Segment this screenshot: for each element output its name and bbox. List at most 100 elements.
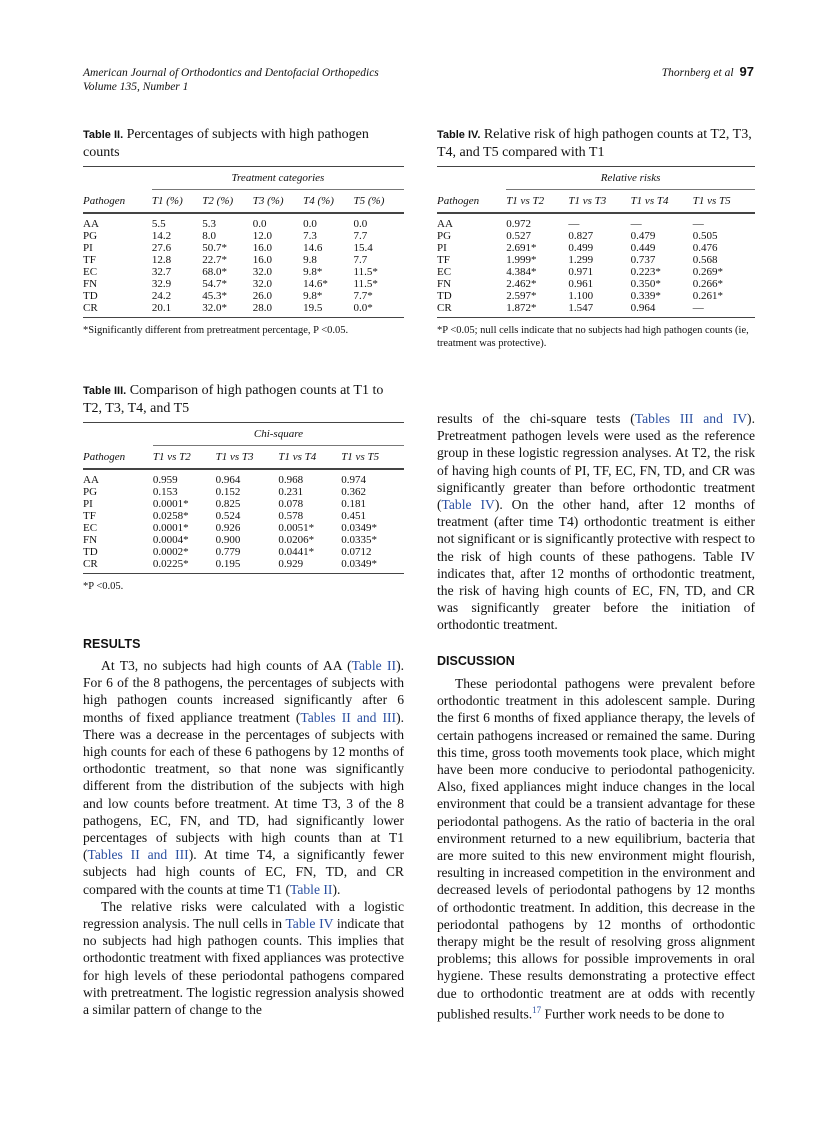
table-cell: 0.476 (692, 242, 718, 254)
table-cell: 4.384* (506, 266, 537, 278)
table-cell: 9.8* (303, 266, 323, 278)
table-cell: 0.0001* (152, 498, 189, 510)
table-cell: 14.2 (151, 230, 172, 242)
text-run: indicate that no subjects had high patho… (83, 916, 404, 1018)
column-header: Pathogen (437, 189, 507, 214)
table-cell: 0.0349* (341, 558, 404, 574)
table-row: FN 2.462* 0.961 0.350* 0.266* (437, 278, 755, 290)
column-header: T1 vs T4 (278, 445, 342, 470)
table-row: TF 12.8 22.7* 16.0 9.8 7.7 (83, 254, 404, 266)
table-cell: EC (83, 522, 98, 534)
table-reference-link[interactable]: Tables II and III (87, 847, 189, 863)
table-cell: — (568, 218, 580, 230)
table-row: FN 32.9 54.7* 32.0 14.6* 11.5* (83, 278, 404, 290)
table-cell: AA (83, 218, 99, 230)
table-cell: 16.0 (252, 254, 272, 266)
table-cell: 2.597* (506, 290, 537, 302)
table-reference-link[interactable]: Tables III and IV (634, 411, 748, 426)
table-cell: 7.7 (353, 230, 368, 242)
table-cell: PI (83, 498, 93, 510)
table-cell: 0.0349* (341, 522, 377, 534)
table-cell: 0.153 (152, 486, 178, 498)
table-cell: 0.181 (341, 498, 366, 510)
paragraph: results of the chi-square tests (Tables … (437, 410, 755, 634)
table-cell: 0.0051* (278, 522, 315, 534)
table-row: TD 0.0002* 0.779 0.0441* 0.0712 (83, 546, 404, 558)
table-row: EC 32.7 68.0* 32.0 9.8* 11.5* (83, 266, 404, 278)
table-2: Table II. Percentages of subjects with h… (83, 126, 404, 337)
table-cell: EC (83, 266, 98, 278)
table-cell: 0.971 (568, 266, 594, 278)
table-reference-link[interactable]: Tables II and III (300, 709, 397, 725)
table-cell: TD (83, 290, 98, 302)
table-reference-link[interactable]: Table IV (285, 916, 334, 932)
table-cell: 45.3* (202, 290, 228, 302)
table-cell: 7.7* (353, 290, 373, 302)
text-run: ). There was a decrease in the percentag… (83, 709, 404, 863)
table-cell: 0.0225* (152, 558, 216, 574)
table-cell: 0.974 (341, 474, 366, 486)
table-cell: 0.362 (341, 486, 366, 498)
table-cell: 22.7* (202, 254, 228, 266)
column-group-header: Chi-square (152, 422, 404, 446)
column-header: Pathogen (83, 445, 153, 470)
table-row: CR 20.1 32.0* 28.0 19.5 0.0* (83, 302, 404, 318)
text-run: At T3, no subjects had high counts of AA… (101, 658, 352, 673)
table-title: Table IV. Relative risk of high pathogen… (437, 127, 752, 160)
column-group-header: Relative risks (506, 166, 755, 190)
column-header: Pathogen (83, 189, 152, 214)
table-cell: 28.0 (252, 302, 304, 318)
table-cell: 0.929 (278, 558, 342, 574)
table-cell: 0.0206* (278, 534, 315, 546)
table-cell: 0.578 (278, 510, 304, 522)
table-row: EC 4.384* 0.971 0.223* 0.269* (437, 266, 755, 278)
discussion-heading: DISCUSSION (437, 654, 515, 668)
table-reference-link[interactable]: Table II (351, 658, 397, 673)
table-row: AA 0.972 — — — (437, 213, 755, 230)
table-cell: 0.223* (630, 266, 661, 278)
table-cell: AA (437, 218, 453, 230)
paragraph: At T3, no subjects had high counts of AA… (83, 657, 404, 898)
column-group-header: Treatment categories (151, 166, 404, 190)
table-cell: PI (437, 242, 447, 254)
table-row: EC 0.0001* 0.926 0.0051* 0.0349* (83, 522, 404, 534)
table-cell: 12.0 (252, 230, 272, 242)
journal-name: American Journal of Orthodontics and Den… (83, 67, 379, 79)
table-reference-link[interactable]: Table IV (441, 497, 495, 513)
table-reference-link[interactable]: Table II (290, 881, 333, 897)
text-run: ). For 6 of the 8 pathogens, the percent… (83, 658, 404, 725)
table-cell: — (630, 218, 642, 230)
table-row: PG 0.527 0.827 0.479 0.505 (437, 230, 755, 242)
table-cell: 0.827 (568, 230, 594, 242)
table-cell: 0.0258* (152, 510, 189, 522)
table-cell: 26.0 (252, 290, 272, 302)
table-row: PG 14.2 8.0 12.0 7.3 7.7 (83, 230, 404, 242)
table-cell: 0.505 (692, 230, 718, 242)
table-cell: 0.524 (215, 510, 241, 522)
table-cell: 11.5* (353, 278, 378, 290)
table-cell: 0.0 (303, 218, 317, 230)
table-cell: 32.0* (202, 302, 253, 318)
column-header: T1 vs T2 (152, 445, 216, 470)
citation-reference[interactable]: 17 (532, 1004, 542, 1015)
paragraph: The relative risks were calculated with … (83, 898, 404, 1018)
table-cell: — (692, 302, 755, 318)
table-cell: TF (437, 254, 450, 266)
table-cell: 9.8* (303, 290, 323, 302)
column-header: T1 vs T5 (341, 445, 404, 470)
text-run: results of the chi-square tests ( (437, 411, 635, 426)
table-cell: 0.0002* (152, 546, 189, 558)
table-cell: PG (83, 230, 98, 242)
journal-volume: Volume 135, Number 1 (83, 81, 189, 93)
table-cell: 0.231 (278, 486, 304, 498)
table-cell: CR (437, 302, 507, 318)
table-cell: — (692, 218, 704, 230)
running-header: American Journal of Orthodontics and Den… (83, 66, 379, 94)
table-cell: 0.527 (506, 230, 531, 242)
table-cell: 0.449 (630, 242, 656, 254)
table-cell: PG (437, 230, 452, 242)
table-cell: 0.961 (568, 278, 594, 290)
table-row: TF 1.999* 1.299 0.737 0.568 (437, 254, 755, 266)
table-footnote: *Significantly different from pretreatme… (83, 325, 349, 336)
